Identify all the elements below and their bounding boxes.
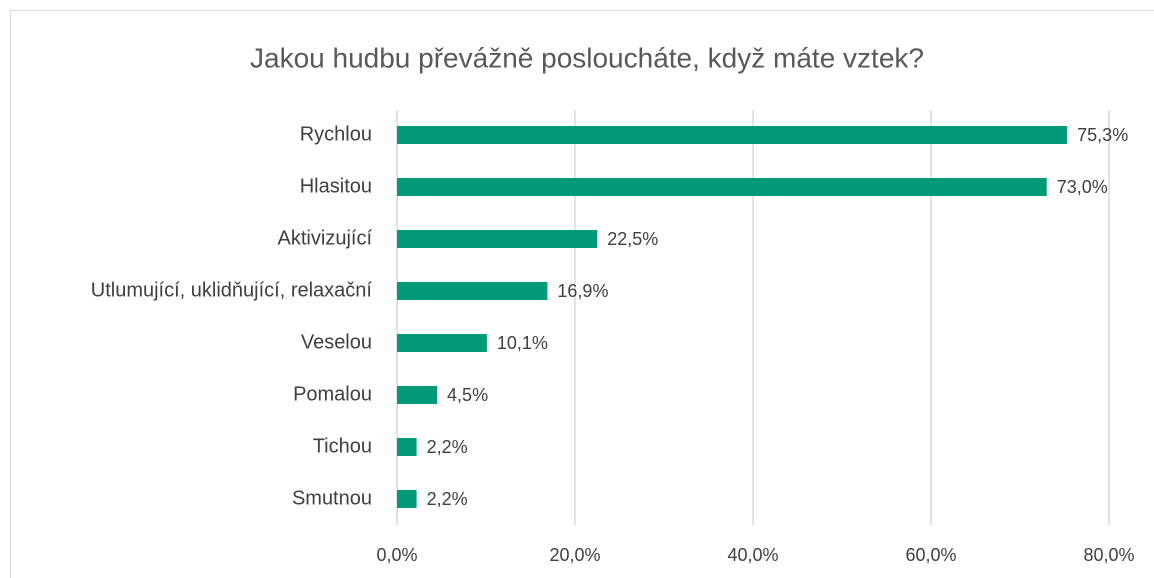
bar bbox=[397, 126, 1068, 144]
bar bbox=[397, 178, 1047, 196]
y-tick-label: Veselou bbox=[301, 331, 372, 353]
chart-frame bbox=[10, 10, 1154, 578]
bar bbox=[397, 490, 417, 508]
x-tick-label: 40,0% bbox=[727, 545, 778, 565]
bar bbox=[397, 386, 438, 404]
bar bbox=[397, 230, 598, 248]
chart-title: Jakou hudbu převážně posloucháte, když m… bbox=[250, 42, 924, 73]
y-tick-label: Aktivizující bbox=[278, 227, 373, 249]
bar bbox=[397, 438, 417, 456]
value-label: 4,5% bbox=[447, 385, 488, 405]
bar bbox=[397, 282, 548, 300]
value-label: 2,2% bbox=[427, 489, 468, 509]
value-label: 75,3% bbox=[1077, 125, 1128, 145]
y-tick-label: Smutnou bbox=[292, 487, 372, 509]
bar bbox=[397, 334, 487, 352]
value-label: 22,5% bbox=[607, 229, 658, 249]
value-label: 73,0% bbox=[1057, 177, 1108, 197]
y-tick-label: Pomalou bbox=[293, 383, 372, 405]
y-tick-label: Rychlou bbox=[300, 123, 372, 145]
value-label: 2,2% bbox=[427, 437, 468, 457]
value-label: 10,1% bbox=[497, 333, 548, 353]
x-tick-label: 20,0% bbox=[549, 545, 600, 565]
value-label: 16,9% bbox=[557, 281, 608, 301]
x-tick-label: 0,0% bbox=[376, 545, 417, 565]
x-tick-label: 80,0% bbox=[1083, 545, 1134, 565]
x-tick-label: 60,0% bbox=[905, 545, 956, 565]
y-tick-label: Tichou bbox=[313, 435, 372, 457]
y-tick-label: Hlasitou bbox=[300, 175, 372, 197]
y-tick-label: Utlumující, uklidňující, relaxační bbox=[91, 279, 373, 301]
